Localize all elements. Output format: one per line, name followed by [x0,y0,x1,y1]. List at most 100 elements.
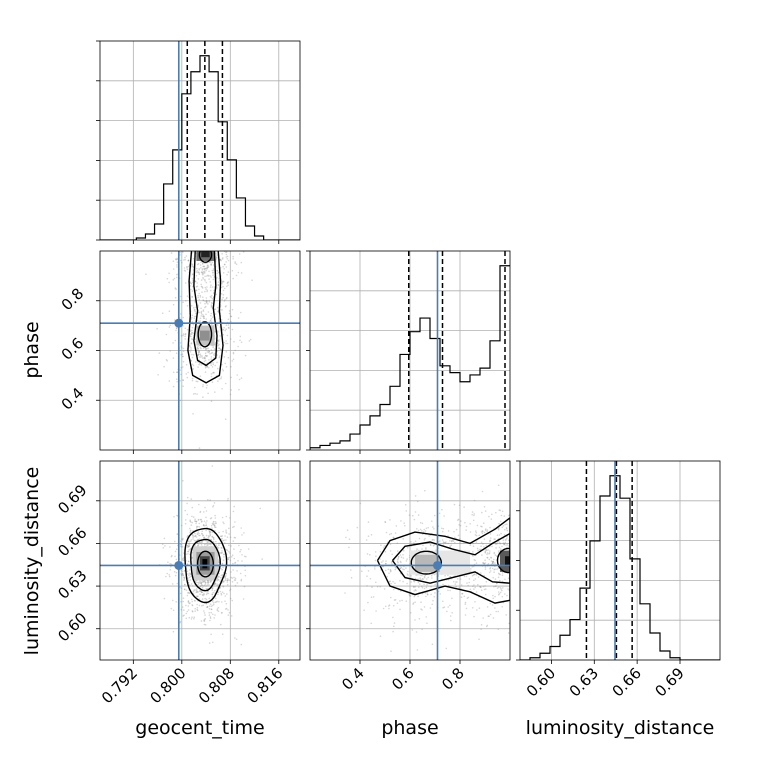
panel-luminosity-distance-vs-geocent-time-scatter-point [211,604,214,607]
panel-phase-vs-geocent-time-scatter-point [157,374,159,376]
panel-phase-vs-geocent-time-scatter-point [211,302,214,305]
panel-luminosity-distance-vs-geocent-time-scatter-point [194,534,197,537]
panel-phase-vs-geocent-time-scatter-point [206,289,209,292]
panel-luminosity-distance-vs-geocent-time-scatter-point [207,540,209,543]
panel-phase-vs-geocent-time-scatter-point [192,265,194,268]
panel-luminosity-distance-vs-geocent-time-scatter-point [183,576,185,579]
panel-luminosity-distance-vs-phase-scatter-point [503,543,506,546]
panel-luminosity-distance-vs-phase-scatter-point [488,552,491,554]
panel-phase-vs-geocent-time-scatter-point [221,253,223,255]
panel-luminosity-distance-vs-geocent-time-scatter-point [197,590,199,593]
panel-luminosity-distance-vs-phase-scatter-point [481,554,483,556]
panel-luminosity-distance-vs-phase-scatter-point [475,541,478,543]
panel-luminosity-distance-vs-phase-scatter-point [445,647,448,650]
panel-luminosity-distance-vs-phase-scatter-point [512,585,514,587]
panel-phase-vs-geocent-time-scatter-point [202,278,204,280]
panel-luminosity-distance-vs-phase-scatter-point [396,602,399,604]
panel-phase-vs-geocent-time-scatter-point [191,296,193,298]
panel-luminosity-distance-vs-geocent-time-scatter-point [214,582,216,585]
panel-phase-vs-geocent-time-scatter-point [224,299,226,301]
panel-phase-vs-geocent-time-scatter-point [197,348,199,350]
panel-luminosity-distance-vs-geocent-time-scatter-point [181,573,183,576]
panel-luminosity-distance-vs-geocent-time-scatter-point [232,562,234,565]
panel-luminosity-distance-vs-geocent-time-scatter-point [180,543,182,546]
panel-luminosity-distance-vs-phase-scatter-point [484,566,487,568]
panel-phase-vs-geocent-time-scatter-point [192,257,195,260]
panel-luminosity-distance-vs-geocent-time-scatter-point [205,581,207,584]
panel-phase-vs-geocent-time-scatter-point [180,353,182,356]
panel-luminosity-distance-vs-phase-scatter-point [370,596,373,598]
panel-phase-vs-geocent-time-scatter-point [217,344,220,347]
panel-luminosity-distance-vs-phase-scatter-point [456,581,458,583]
panel-luminosity-distance-vs-phase-scatter-point [499,543,502,545]
panel-luminosity-distance-vs-phase-scatter-point [513,543,515,545]
panel-luminosity-distance-vs-phase-scatter-point [385,531,388,534]
panel-phase-vs-geocent-time-scatter-point [201,262,204,265]
panel-phase-vs-geocent-time-scatter-point [202,396,204,399]
panel-luminosity-distance-vs-phase-scatter-point [425,548,427,550]
panel-phase-vs-geocent-time-scatter-point [169,324,172,327]
panel-luminosity-distance-vs-geocent-time-scatter-point [193,599,196,602]
panel-luminosity-distance-vs-phase-scatter-point [455,586,458,588]
panel-phase-vs-geocent-time-scatter-point [218,378,221,380]
panel-luminosity-distance-vs-geocent-time-scatter-point [199,590,201,592]
panel-luminosity-distance-vs-phase-scatter-point [401,599,403,602]
panel-luminosity-distance-vs-geocent-time-scatter-point [221,550,223,552]
panel-luminosity-distance-vs-geocent-time-scatter-point [181,546,184,548]
panel-luminosity-distance-vs-geocent-time-scatter-point [192,538,194,540]
panel-luminosity-distance-vs-phase-scatter-point [504,539,507,541]
panel-phase-vs-geocent-time-scatter-point [166,277,169,280]
panel-luminosity-distance-vs-phase-scatter-point [431,643,434,646]
panel-luminosity-distance-vs-geocent-time-scatter-point [204,506,206,509]
panel-luminosity-distance-vs-geocent-time-scatter-point [231,599,233,602]
panel-luminosity-distance-vs-phase-scatter-point [469,588,472,591]
panel-phase-vs-geocent-time-scatter-point [189,285,192,287]
panel-luminosity-distance-vs-geocent-time-frame [99,460,301,661]
panel-phase-vs-geocent-time-scatter-point [213,354,216,357]
panel-phase-vs-geocent-time-scatter-point [204,290,206,293]
panel-phase-vs-geocent-time-scatter-point [207,275,210,277]
panel-luminosity-distance-vs-geocent-time-scatter-point [243,532,245,534]
panel-luminosity-distance-vs-geocent-time-scatter-point [183,583,186,586]
panel-luminosity-distance-vs-geocent-time-scatter-point [240,643,243,646]
panel-luminosity-distance-vs-geocent-time-scatter-point [215,601,218,603]
panel-luminosity-distance-vs-phase-scatter-point [417,595,419,598]
panel-phase-vs-geocent-time-scatter-point [206,264,209,267]
panel-luminosity-distance-vs-phase-scatter-point [374,568,376,570]
panel-luminosity-distance-vs-geocent-time-scatter-point [222,566,224,569]
panel-phase-vs-geocent-time-scatter-point [191,329,193,332]
panel-phase-vs-geocent-time-scatter-point [176,266,178,268]
panel-luminosity-distance-vs-phase-scatter-point [366,575,368,577]
panel-luminosity-distance-vs-geocent-time-scatter-point [209,499,211,502]
panel-luminosity-distance-vs-phase-scatter-point [498,534,501,536]
panel-phase-vs-geocent-time-scatter-point [187,260,190,262]
panel-luminosity-distance-vs-geocent-time-scatter-point [228,527,230,530]
panel-luminosity-distance-vs-geocent-time-scatter-point [208,597,210,600]
panel-phase-vs-geocent-time-scatter-point [218,339,220,341]
panel-luminosity-distance-vs-geocent-time-scatter-point [199,593,201,596]
panel-phase-vs-geocent-time-scatter-point [189,248,191,250]
panel-luminosity-distance-vs-phase-scatter-point [493,538,496,540]
panel-luminosity-distance-vs-phase-scatter-point [412,602,415,604]
panel-luminosity-distance-vs-geocent-time-scatter-point [201,532,203,535]
panel-phase-vs-geocent-time-scatter-point [210,305,213,308]
panel-luminosity-distance-vs-phase-scatter-point [512,541,514,543]
panel-luminosity-distance-vs-geocent-time-scatter-point [182,574,184,576]
panel-phase-vs-geocent-time-scatter-point [217,347,220,350]
panel-luminosity-distance-vs-phase-scatter-point [496,534,499,536]
panel-luminosity-distance-vs-phase-scatter-point [490,518,493,520]
panel-luminosity-distance-vs-geocent-time-scatter-point [209,542,212,544]
panel-luminosity-distance-vs-phase-scatter-point [514,556,516,558]
panel-phase-vs-geocent-time-scatter-point [219,347,221,350]
panel-phase-vs-geocent-time-scatter-point [204,300,206,303]
panel-luminosity-distance-vs-geocent-time-scatter-point [202,535,204,537]
panel-geocent-time-histogram [96,40,301,244]
panel-luminosity-distance-vs-geocent-time-scatter-point [199,511,201,514]
panel-luminosity-distance-vs-geocent-time-scatter-point [209,532,211,535]
panel-phase-vs-geocent-time-scatter-point [191,353,193,356]
panel-luminosity-distance-vs-phase-scatter-point [488,553,490,555]
panel-luminosity-distance-vs-geocent-time-density-cell-3 [202,559,208,569]
panel-luminosity-distance-vs-phase-scatter-point [432,538,434,541]
panel-luminosity-distance-vs-geocent-time-scatter-point [221,611,223,614]
panel-luminosity-distance-vs-geocent-time-scatter-point [205,603,208,605]
